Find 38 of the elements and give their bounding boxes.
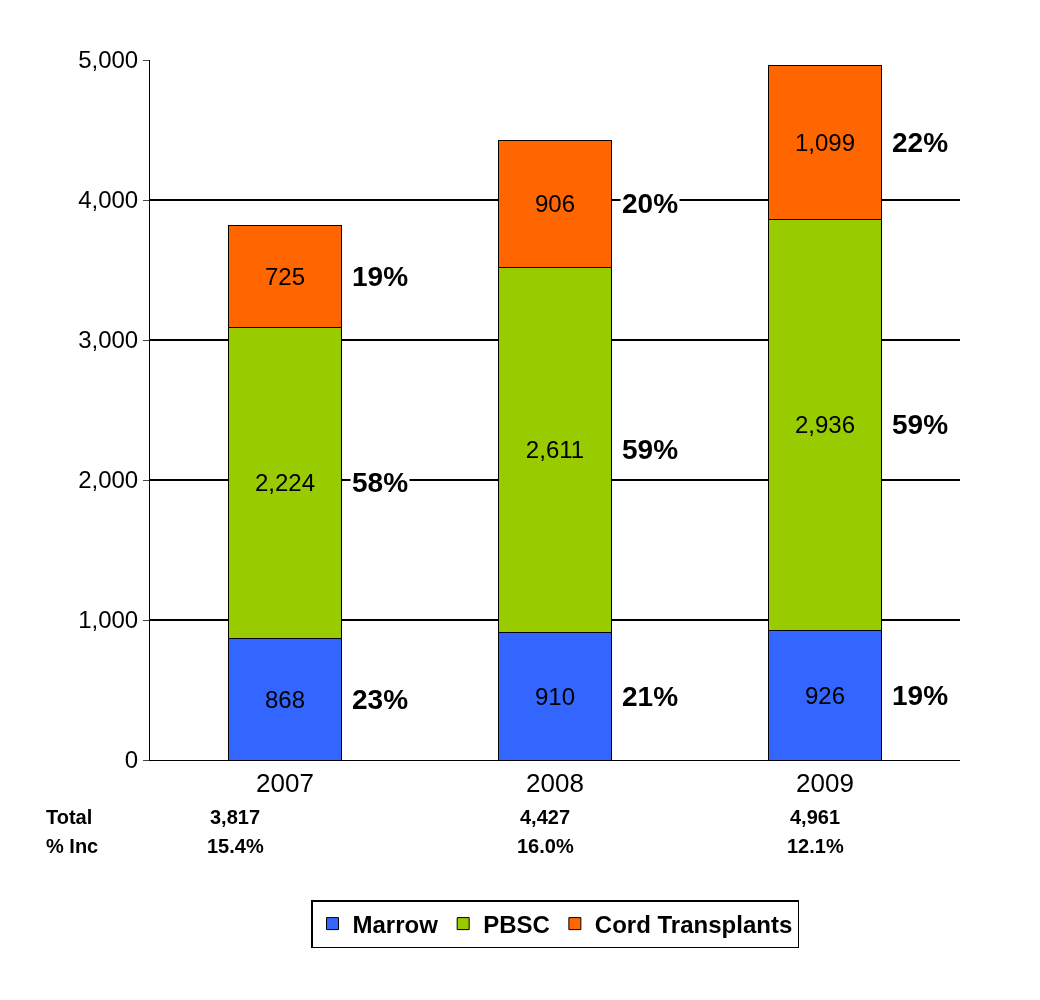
text: 12.1% — [787, 835, 844, 857]
y-tick-label: 4,000 — [78, 186, 139, 214]
annotation: 20% — [622, 188, 679, 219]
annotation: 58% — [352, 467, 409, 498]
annotation: 23% — [352, 684, 409, 715]
total-label: 4,427 — [520, 806, 571, 828]
legend-label: Marrow — [352, 910, 439, 938]
y-tick-label: 5,000 — [78, 46, 139, 74]
data-label: 2,611 — [525, 436, 585, 464]
total-label: 4,961 — [790, 806, 841, 828]
total-label: 3,817 — [210, 806, 261, 828]
x-tick-label: 2009 — [796, 768, 854, 799]
annotation: 59% — [622, 434, 679, 465]
text: Total — [46, 806, 93, 828]
data-label: 906 — [534, 190, 576, 218]
x-tick-label: 2007 — [256, 768, 314, 799]
text: 15.4% — [207, 835, 264, 857]
y-tick-label: 3,000 — [78, 326, 139, 354]
annotation: 22% — [892, 127, 949, 158]
annotation: 59% — [892, 409, 949, 440]
annotation: 19% — [892, 680, 949, 711]
y-tick-label: 0 — [124, 746, 139, 774]
legend-label: Cord Transplants — [594, 910, 793, 938]
x-tick-label: 2008 — [526, 768, 584, 799]
annotation: 21% — [622, 681, 679, 712]
data-label: 2,936 — [794, 411, 856, 439]
data-label: 725 — [264, 262, 306, 290]
data-label: 2,224 — [254, 469, 316, 497]
data-label: 868 — [264, 685, 306, 713]
data-label: 910 — [534, 682, 576, 710]
text: 16.0% — [517, 835, 574, 857]
legend-label: PBSC — [483, 910, 550, 938]
text: % Inc — [46, 835, 99, 857]
y-tick-label: 2,000 — [78, 466, 139, 494]
annotation: 19% — [352, 261, 409, 292]
data-label: 926 — [804, 681, 846, 709]
data-label: 1,099 — [794, 128, 856, 156]
y-tick-label: 1,000 — [78, 606, 139, 634]
